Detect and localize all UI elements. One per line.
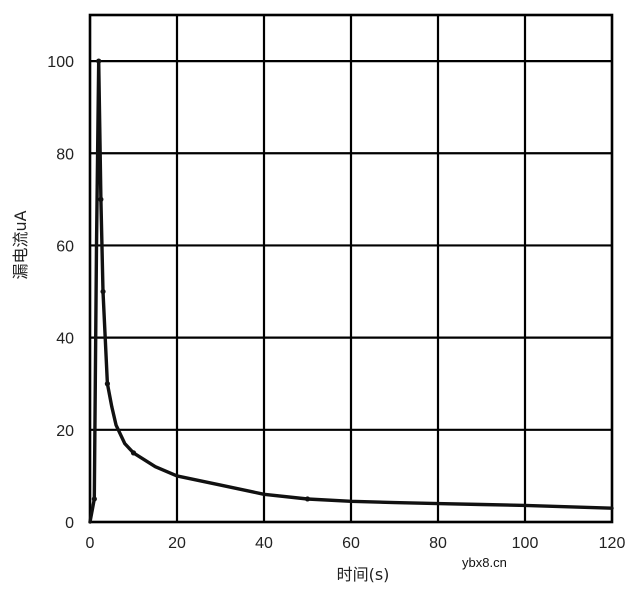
data-point	[96, 58, 102, 64]
data-point	[98, 196, 104, 202]
y-axis-title: 漏电流uA	[11, 210, 30, 279]
series-line	[88, 59, 614, 524]
data-point	[100, 288, 106, 295]
plot-frame	[88, 13, 614, 524]
y-tick-label: 20	[56, 423, 74, 440]
x-axis-title: 时间(s)	[337, 565, 390, 584]
y-tick-label: 0	[65, 515, 74, 532]
tick-labels: 0 20 40 60 80 100 120 0 20 40 60 80 100	[47, 54, 625, 552]
y-tick-label: 80	[56, 146, 74, 163]
watermark: ybx8.cn	[462, 555, 507, 570]
x-tick-label: 0	[86, 535, 95, 552]
series-layer	[88, 58, 614, 524]
data-point	[130, 450, 137, 456]
x-tick-label: 40	[255, 535, 273, 552]
x-tick-label: 20	[168, 535, 186, 552]
x-tick-label: 100	[512, 535, 539, 552]
data-point	[304, 496, 311, 502]
x-tick-label: 60	[342, 535, 360, 552]
x-tick-label: 80	[429, 535, 447, 552]
y-tick-label: 40	[56, 331, 74, 348]
y-tick-label: 60	[56, 238, 74, 255]
x-tick-label: 120	[599, 535, 626, 552]
data-point	[104, 381, 110, 387]
grid	[88, 13, 614, 524]
data-point	[91, 496, 97, 502]
y-tick-label: 100	[47, 54, 74, 71]
